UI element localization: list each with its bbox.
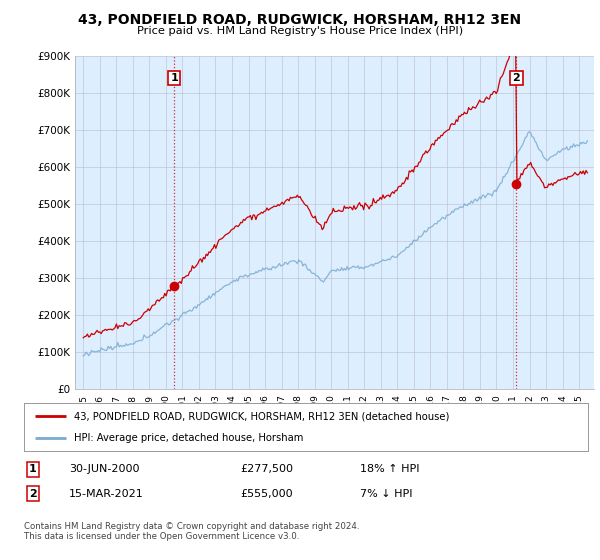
Text: 2: 2 xyxy=(29,489,37,499)
Text: Contains HM Land Registry data © Crown copyright and database right 2024.
This d: Contains HM Land Registry data © Crown c… xyxy=(24,522,359,542)
Text: 1: 1 xyxy=(170,73,178,83)
Text: 43, PONDFIELD ROAD, RUDGWICK, HORSHAM, RH12 3EN (detached house): 43, PONDFIELD ROAD, RUDGWICK, HORSHAM, R… xyxy=(74,411,449,421)
Text: £555,000: £555,000 xyxy=(240,489,293,499)
Text: 15-MAR-2021: 15-MAR-2021 xyxy=(69,489,144,499)
Text: 1: 1 xyxy=(29,464,37,474)
Text: 18% ↑ HPI: 18% ↑ HPI xyxy=(360,464,419,474)
Text: HPI: Average price, detached house, Horsham: HPI: Average price, detached house, Hors… xyxy=(74,433,303,443)
Text: 30-JUN-2000: 30-JUN-2000 xyxy=(69,464,139,474)
Text: £277,500: £277,500 xyxy=(240,464,293,474)
Text: 43, PONDFIELD ROAD, RUDGWICK, HORSHAM, RH12 3EN: 43, PONDFIELD ROAD, RUDGWICK, HORSHAM, R… xyxy=(79,13,521,27)
Text: Price paid vs. HM Land Registry's House Price Index (HPI): Price paid vs. HM Land Registry's House … xyxy=(137,26,463,36)
Text: 7% ↓ HPI: 7% ↓ HPI xyxy=(360,489,413,499)
Text: 2: 2 xyxy=(512,73,520,83)
